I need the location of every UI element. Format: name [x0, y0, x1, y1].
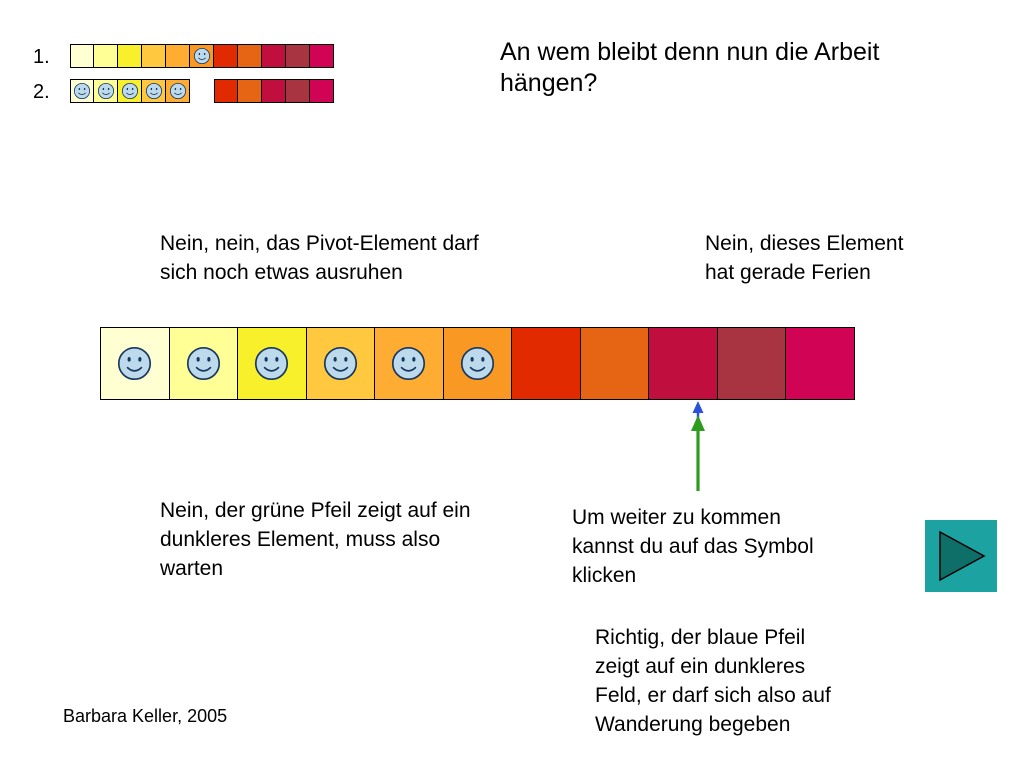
color-cell — [100, 327, 170, 400]
color-cell — [238, 327, 307, 400]
smiley-icon — [169, 82, 186, 100]
color-cell — [286, 79, 310, 103]
color-cell — [169, 327, 239, 400]
color-cell — [512, 327, 581, 400]
smiley-icon — [392, 346, 426, 381]
mini-sequence-2 — [70, 79, 334, 103]
caption-gruen: Nein, der grüne Pfeil zeigt auf ein dunk… — [160, 499, 471, 580]
smiley-icon — [121, 82, 138, 100]
smiley-icon — [460, 346, 495, 381]
color-cell — [118, 44, 142, 68]
color-cell — [166, 44, 190, 68]
color-cell — [262, 79, 286, 103]
color-cell — [70, 79, 94, 103]
smiley-icon — [118, 346, 152, 381]
color-cell — [214, 44, 238, 68]
color-cell — [142, 79, 166, 103]
color-cell — [238, 44, 262, 68]
color-cell — [238, 79, 262, 103]
color-cell — [262, 44, 286, 68]
color-cell — [649, 327, 718, 400]
color-cell — [786, 327, 856, 400]
step-label-1: 1. — [33, 46, 50, 68]
smiley-icon — [186, 346, 220, 381]
smiley-icon — [97, 82, 114, 100]
color-cell — [443, 327, 513, 400]
color-cell — [70, 44, 94, 68]
color-cell — [214, 79, 238, 103]
color-cell — [310, 44, 334, 68]
smiley-icon — [255, 346, 289, 381]
next-button[interactable] — [925, 520, 997, 592]
color-cell — [94, 44, 118, 68]
smiley-icon — [145, 82, 162, 100]
color-cell — [142, 44, 166, 68]
color-cell — [94, 79, 118, 103]
color-cell — [306, 327, 376, 400]
color-cell — [190, 44, 214, 68]
mini-sequence-1 — [70, 44, 334, 68]
caption-pivot: Nein, nein, das Pivot-Element darf sich … — [160, 232, 479, 284]
play-icon — [925, 520, 997, 592]
footer-credit: Barbara Keller, 2005 — [63, 706, 228, 726]
cell-empty — [190, 79, 214, 103]
color-cell — [580, 327, 650, 400]
smiley-icon — [193, 47, 210, 65]
slide-title: An wem bleibt denn nun die Arbeit hängen… — [500, 38, 880, 97]
color-cell — [375, 327, 444, 400]
smiley-icon — [323, 346, 357, 381]
color-cell — [286, 44, 310, 68]
caption-ferien: Nein, dieses Element hat gerade Ferien — [705, 232, 904, 284]
smiley-icon — [73, 82, 91, 100]
caption-richtig: Richtig, der blaue Pfeil zeigt auf ein d… — [595, 626, 831, 736]
color-cell — [310, 79, 334, 103]
step-label-2: 2. — [33, 81, 50, 103]
pointer-arrows — [691, 401, 705, 491]
main-array — [100, 327, 856, 400]
color-cell — [166, 79, 190, 103]
color-cell — [717, 327, 787, 400]
green-arrow — [691, 415, 705, 491]
color-cell — [118, 79, 142, 103]
caption-weiter: Um weiter zu kommen kannst du auf das Sy… — [572, 506, 814, 587]
